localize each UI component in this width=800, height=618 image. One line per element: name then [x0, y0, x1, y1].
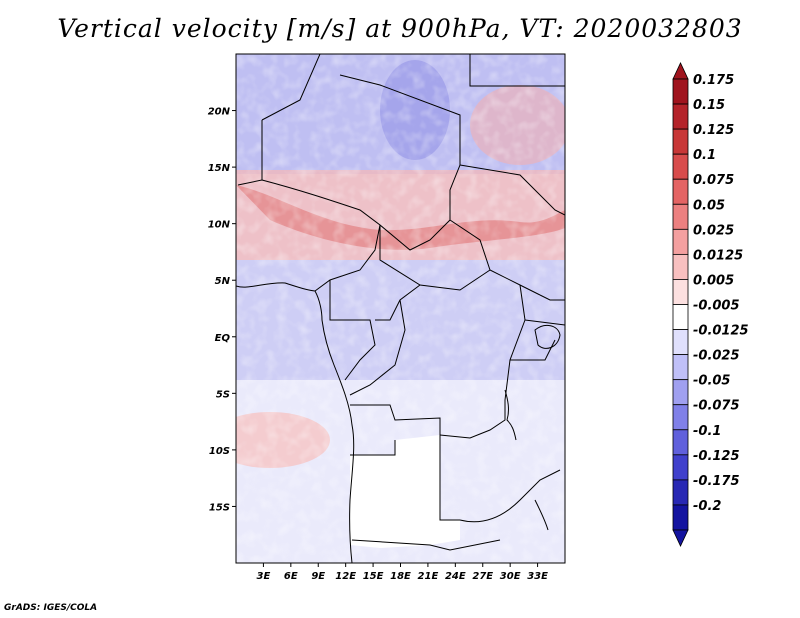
colorbar-label: -0.075 [693, 399, 740, 414]
colorbar-label: -0.005 [693, 299, 740, 314]
border-cameroon-gabon [329, 280, 376, 381]
colorbar-label: -0.175 [693, 474, 740, 489]
lat-tick-label: 15S [209, 502, 230, 513]
colorbar-label: -0.125 [693, 449, 740, 464]
lon-tick-label: 9E [311, 571, 325, 582]
border-zambia [459, 469, 561, 523]
colorbar-swatch [672, 379, 689, 406]
lat-tick-label: EQ [215, 333, 231, 344]
colorbar-label: 0.05 [693, 198, 725, 213]
colorbar-label: 0.0125 [693, 248, 743, 263]
plot-title: Vertical velocity [m/s] at 900hPa, VT: 2… [57, 14, 743, 43]
lon-tick-label: 18E [390, 571, 411, 582]
longitude-ticks: 3E 6E 9E 12E 15E 18E 21E 24E 27E 30E 33E [257, 563, 548, 582]
colorbar-swatch [672, 454, 689, 481]
lake-malawi [534, 499, 549, 531]
colorbar-swatch [672, 429, 689, 456]
colorbar-label: 0.075 [693, 173, 734, 188]
colorbar-swatch [672, 504, 689, 531]
lat-tick-label: 15N [208, 163, 231, 174]
colorbar-label: 0.005 [693, 273, 734, 288]
lake-tanganyika [504, 389, 517, 441]
border-namibia [351, 539, 501, 551]
lake-victoria [534, 324, 561, 349]
border-angola [350, 404, 460, 521]
colorbar-swatch [672, 354, 689, 381]
colorbar-swatch [672, 228, 689, 255]
lat-tick-label: 10N [208, 220, 231, 231]
footer-credit: GrADS: IGES/COLA [4, 603, 98, 613]
lat-tick-label: 10S [209, 446, 230, 457]
colorbar-swatch [672, 203, 689, 230]
lon-tick-label: 24E [445, 571, 466, 582]
colorbar-label: -0.2 [693, 499, 721, 514]
colorbar-swatch [672, 153, 689, 180]
border-nigeria [237, 120, 381, 292]
colorbar-swatch [672, 279, 689, 305]
colorbar-swatch [672, 178, 689, 205]
border-niger-algeria [236, 54, 321, 121]
border-chad [339, 74, 461, 251]
colorbar-label: -0.025 [693, 349, 740, 364]
lon-tick-label: 21E [418, 571, 439, 582]
latitude-ticks: 20N 15N 10N 5N EQ 5S 10S 15S [208, 107, 236, 513]
colorbar-label: 0.175 [693, 73, 734, 88]
colorbar-swatch [672, 128, 689, 155]
lon-tick-label: 15E [363, 571, 384, 582]
colorbar-swatch [672, 78, 689, 105]
coastline-west-africa [236, 282, 355, 563]
colorbar-label: -0.1 [693, 424, 721, 439]
border-libya-egypt [469, 54, 565, 87]
colorbar-swatch [672, 304, 689, 330]
colorbar-swatch [672, 103, 689, 130]
lon-tick-label: 12E [335, 571, 356, 582]
lat-tick-label: 5N [215, 276, 231, 287]
colorbar: 0.175 0.15 0.125 0.1 0.075 0.05 0.025 0.0125 0.0… [672, 62, 749, 547]
border-drc-east [439, 284, 526, 439]
colorbar-swatch [672, 253, 689, 280]
colorbar-label: 0.1 [693, 148, 716, 163]
colorbar-swatch [672, 479, 689, 506]
colorbar-swatch [672, 404, 689, 431]
lon-tick-label: 6E [284, 571, 298, 582]
lon-tick-label: 3E [257, 571, 271, 582]
lon-tick-label: 27E [472, 571, 493, 582]
colorbar-label: -0.0125 [693, 324, 749, 339]
lat-tick-label: 5S [216, 389, 230, 400]
lon-tick-label: 30E [500, 571, 521, 582]
colorbar-label: -0.05 [693, 374, 730, 389]
country-borders [236, 54, 565, 563]
border-congo-drc [349, 284, 421, 396]
colorbar-swatch [672, 329, 689, 356]
velocity-field [236, 54, 565, 563]
lon-tick-label: 33E [527, 571, 548, 582]
colorbar-label: 0.15 [693, 98, 725, 113]
colorbar-label: 0.025 [693, 223, 734, 238]
colorbar-label: 0.125 [693, 123, 734, 138]
lat-tick-label: 20N [208, 107, 231, 118]
colorbar-top-arrow [672, 62, 689, 80]
colorbar-bottom-arrow [672, 529, 689, 547]
